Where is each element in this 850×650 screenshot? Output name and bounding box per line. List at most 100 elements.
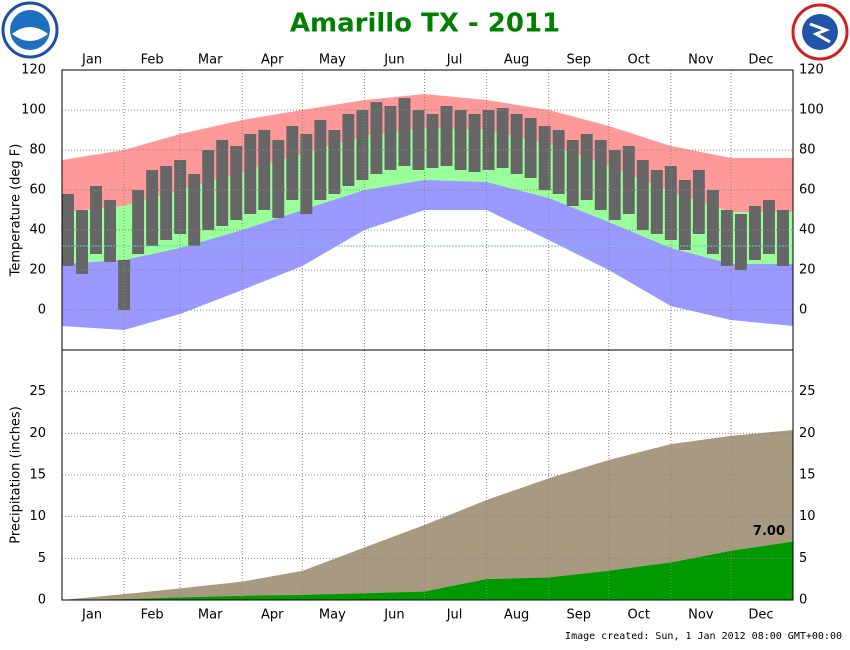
x-tick-label: Apr: [261, 53, 284, 68]
actual-bar: [777, 210, 789, 266]
y2-tick-label: 5: [799, 551, 807, 566]
y-axis-label: Precipitation (inches): [9, 406, 24, 544]
y2-tick-label: 20: [799, 263, 816, 278]
footer: Image created: Sun, 1 Jan 2012 08:00 GMT…: [565, 631, 842, 642]
y-tick-label: 0: [38, 303, 46, 318]
y2-tick-label: 100: [799, 103, 824, 118]
actual-bar: [230, 146, 243, 220]
actual-bar: [426, 114, 439, 168]
y2-tick-label: 0: [799, 593, 807, 608]
chart-title: Amarillo TX - 2011: [290, 9, 560, 39]
actual-bar: [90, 186, 103, 254]
x-tick-label: Mar: [198, 608, 223, 623]
x-tick-label: Jul: [446, 53, 463, 68]
x-tick-label: Jun: [383, 608, 404, 623]
x-tick-label: Oct: [628, 53, 650, 68]
x-tick-label: Nov: [688, 53, 714, 68]
actual-bar: [160, 166, 173, 240]
y-tick-label: 20: [29, 263, 46, 278]
band: [62, 180, 793, 330]
y2-tick-label: 80: [799, 143, 816, 158]
actual-bar: [734, 214, 747, 270]
actual-bar: [104, 200, 117, 262]
x-tick-label: Aug: [504, 608, 529, 623]
x-tick-label: May: [319, 53, 346, 68]
y-axis-label: Temperature (deg F): [9, 144, 24, 278]
actual-bar: [356, 110, 369, 180]
actual-bar: [482, 110, 495, 170]
y2-tick-label: 20: [799, 426, 816, 441]
y2-tick-label: 40: [799, 223, 816, 238]
noaa-logo: [1, 1, 59, 59]
y-tick-label: 80: [29, 143, 46, 158]
nws-logo: [791, 3, 849, 61]
y2-tick-label: 25: [799, 384, 816, 399]
actual-bar: [468, 114, 481, 172]
y-tick-label: 60: [29, 183, 46, 198]
actual-bar: [440, 106, 453, 166]
actual-bar: [188, 174, 201, 246]
actual-bar: [622, 146, 635, 214]
y2-tick-label: 120: [799, 63, 824, 78]
y-tick-label: 25: [29, 384, 46, 399]
actual-bar: [328, 130, 341, 194]
actual-bar: [216, 140, 229, 226]
actual-bar: [314, 120, 327, 200]
y-tick-label: 10: [29, 509, 46, 524]
x-tick-label: Sep: [566, 608, 591, 623]
actual-bar: [132, 190, 145, 254]
actual-bar: [552, 130, 565, 194]
actual-bar: [76, 210, 88, 274]
y-tick-label: 100: [21, 103, 46, 118]
x-tick-label: Jan: [81, 53, 102, 68]
y-tick-label: 40: [29, 223, 46, 238]
y2-tick-label: 60: [799, 183, 816, 198]
y-tick-label: 120: [21, 63, 46, 78]
actual-bar: [384, 106, 397, 170]
area: [62, 541, 793, 600]
x-tick-label: Dec: [748, 53, 773, 68]
y-tick-label: 20: [29, 426, 46, 441]
actual-bar: [678, 180, 691, 250]
actual-bar: [202, 150, 215, 230]
end-label: 7.00: [753, 524, 785, 539]
actual-bar: [594, 140, 607, 210]
actual-bar: [524, 118, 537, 178]
y2-tick-label: 15: [799, 468, 816, 483]
y2-tick-label: 10: [799, 509, 816, 524]
actual-bar: [370, 102, 383, 174]
band: [62, 94, 793, 212]
x-tick-label: Jan: [81, 608, 102, 623]
actual-bar: [300, 134, 313, 214]
actual-bar: [342, 114, 355, 186]
y-tick-label: 5: [38, 551, 46, 566]
actual-bar: [692, 170, 705, 234]
area: [62, 430, 793, 600]
actual-bar: [706, 190, 719, 254]
y-tick-label: 15: [29, 468, 46, 483]
x-tick-label: Jul: [446, 608, 463, 623]
actual-bar: [496, 108, 509, 168]
actual-bar: [650, 170, 663, 234]
actual-bar: [763, 200, 775, 254]
actual-bar: [720, 210, 733, 266]
actual-bar: [244, 134, 257, 214]
actual-bar: [286, 126, 299, 200]
actual-bar: [398, 98, 411, 166]
x-tick-label: Feb: [141, 608, 164, 623]
x-tick-label: May: [319, 608, 346, 623]
actual-bar: [580, 134, 593, 200]
x-tick-label: Oct: [628, 608, 650, 623]
actual-bar: [146, 170, 159, 246]
x-tick-label: Apr: [261, 608, 284, 623]
plot-frame: [61, 349, 794, 601]
x-tick-label: Dec: [748, 608, 773, 623]
y2-tick-label: 0: [799, 303, 807, 318]
x-tick-label: Nov: [688, 608, 714, 623]
actual-bar: [272, 140, 285, 218]
x-tick-label: Sep: [566, 53, 591, 68]
actual-bar: [510, 114, 523, 174]
x-tick-label: Jun: [383, 53, 404, 68]
actual-bar: [538, 126, 551, 190]
